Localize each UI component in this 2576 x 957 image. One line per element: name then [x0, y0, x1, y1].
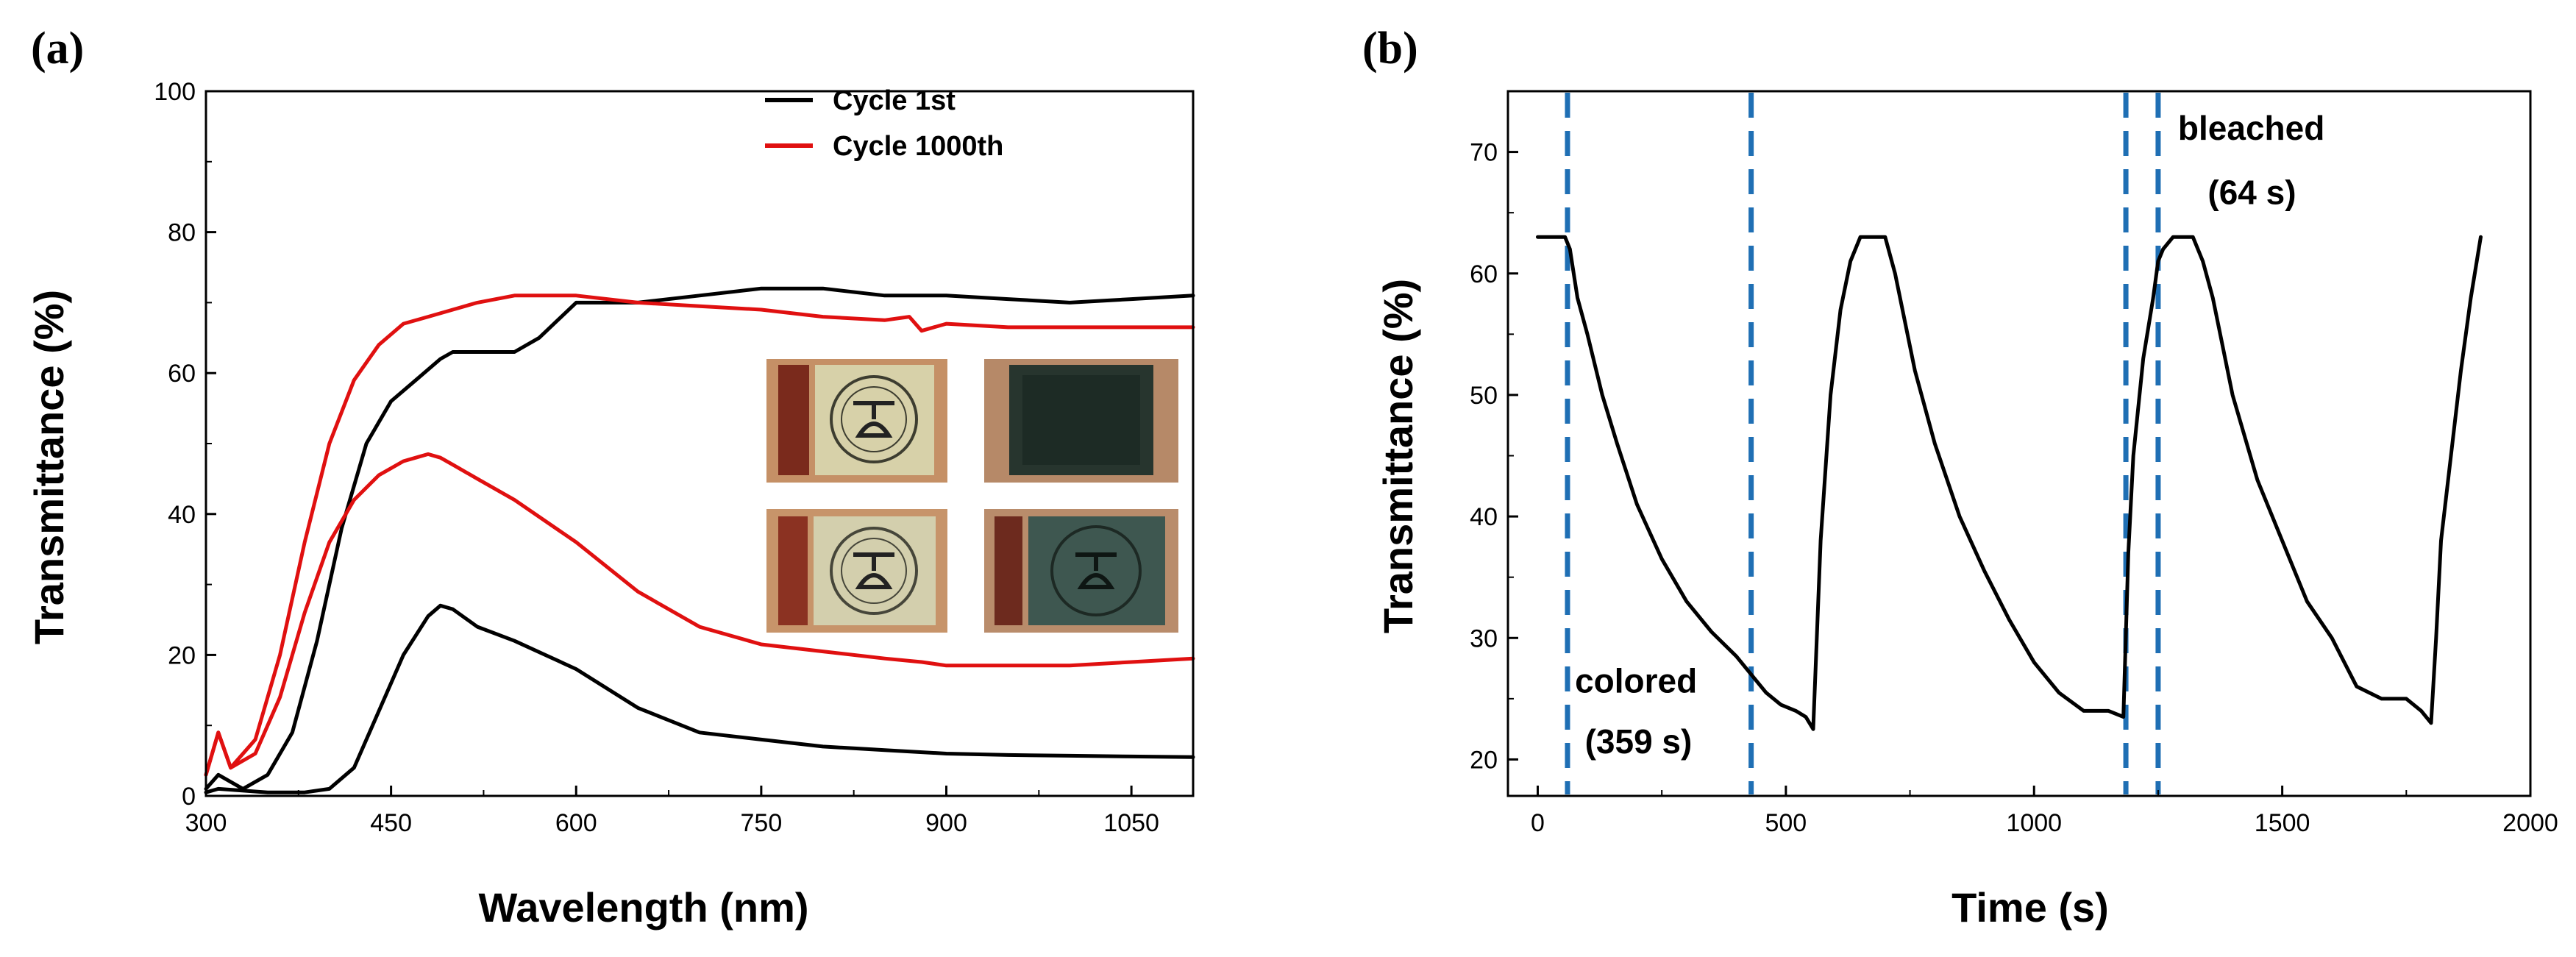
y-tick-label-b: 60 [1470, 260, 1498, 288]
annotation-colored: colored [1575, 662, 1697, 700]
inset-photo-bleached-top [766, 359, 947, 483]
x-tick-label-b: 500 [1765, 809, 1807, 837]
series-line-cycle-1000th-bleached-a [204, 293, 1195, 777]
plot-b-annotations: bleached (64 s) colored (359 s) [1575, 109, 2324, 761]
annotation-359-s: (359 s) [1585, 722, 1693, 761]
x-axis-title-b: Time (s) [1951, 884, 2109, 931]
y-tick-label-a: 0 [182, 783, 196, 811]
x-tick-label-a: 450 [370, 809, 412, 837]
x-tick-label-b: 1000 [2006, 809, 2062, 837]
x-axis-title-a: Wavelength (nm) [478, 884, 808, 931]
y-tick-label-b: 70 [1470, 139, 1498, 167]
y-tick-label-b: 50 [1470, 382, 1498, 410]
x-tick-label-a: 900 [925, 809, 967, 837]
plot-b-lines [1536, 235, 2483, 731]
x-tick-label-b: 2000 [2502, 809, 2558, 837]
annotation-bleached: bleached [2178, 109, 2324, 147]
x-tick-label-a: 750 [741, 809, 783, 837]
series-line-cycle-1000th-colored-a [204, 452, 1195, 777]
y-tick-label-b: 30 [1470, 625, 1498, 652]
x-tick-label-b: 1500 [2255, 809, 2310, 837]
inset-photos [766, 359, 1178, 633]
plot-frame-b [1506, 90, 2532, 797]
plot-b-axes: 0 500 1000 1500 2000 20 30 40 50 60 70 [1470, 90, 2558, 837]
panel-b: (b) 0 500 1000 1500 2000 20 30 40 50 60 70 bleache… [1362, 24, 2558, 931]
y-tick-label-b: 20 [1470, 746, 1498, 774]
inset-photo-colored-bottom [984, 509, 1178, 633]
y-axis-title-b: Transmittance (%) [1375, 279, 1421, 633]
panel-b-label: (b) [1362, 24, 1418, 74]
y-tick-label-a: 40 [168, 501, 196, 529]
series-line-transmittance-b [1536, 235, 2483, 731]
legend: Cycle 1st Cycle 1000th [765, 85, 1003, 162]
y-axis-title-a: Transmittance (%) [26, 290, 72, 644]
plot-a-lines [204, 286, 1195, 794]
x-tick-label-a: 300 [185, 809, 227, 837]
plot-a-axes: 300 450 600 750 900 1050 0 20 40 60 80 100 [154, 78, 1195, 837]
y-tick-label-a: 60 [168, 360, 196, 388]
y-tick-label-a: 20 [168, 641, 196, 669]
annotation-64-s: (64 s) [2207, 174, 2296, 212]
x-tick-label-b: 0 [1531, 809, 1545, 837]
legend-label-cycle-1000th: Cycle 1000th [833, 131, 1003, 162]
x-tick-label-a: 1050 [1103, 809, 1159, 837]
series-line-cycle-1st-bleached-a [204, 286, 1195, 791]
x-tick-label-a: 600 [555, 809, 597, 837]
inset-photo-bleached-bottom [766, 509, 947, 633]
inset-photo-colored-top [984, 359, 1178, 483]
legend-label-cycle-1st: Cycle 1st [833, 85, 956, 116]
series-line-cycle-1st-colored-a [204, 603, 1195, 794]
y-tick-label-a: 80 [168, 219, 196, 247]
panel-a: (a) [26, 24, 1195, 931]
panel-a-label: (a) [31, 24, 84, 74]
y-tick-label-b: 40 [1470, 503, 1498, 531]
y-tick-label-a: 100 [154, 78, 196, 106]
